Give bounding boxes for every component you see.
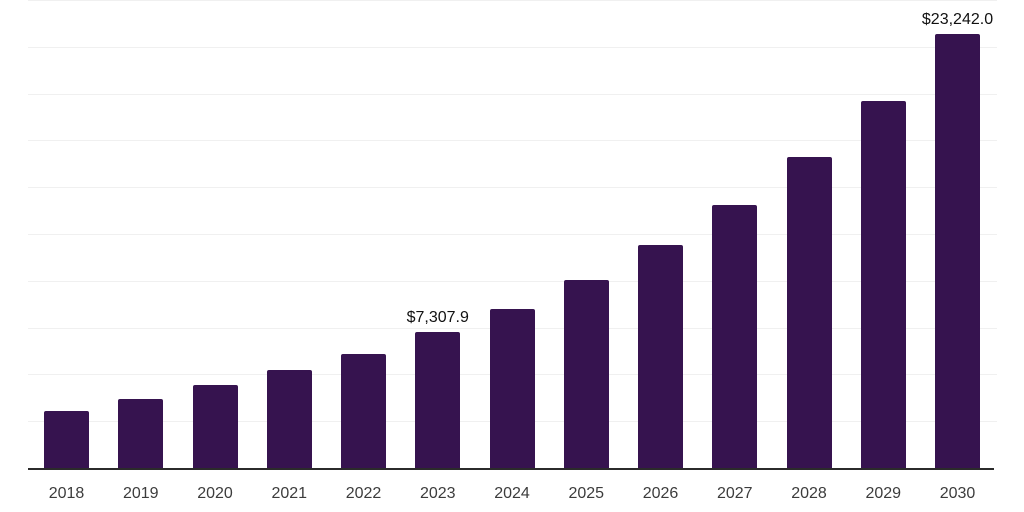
bar-value-label: $23,242.0 [921,10,994,28]
x-tick-label: 2027 [716,485,753,502]
bar-2022 [341,353,386,469]
x-tick-label: 2023 [419,485,456,502]
x-tick-label: 2020 [197,485,233,502]
bar-2019 [118,398,164,469]
x-tick-label: 2026 [642,485,679,502]
plot-area: $7,307.9 $23,242.0 [28,0,997,470]
bar-2029 [860,100,906,469]
x-axis-labels: 2018 2019 2020 2021 2022 2023 2024 2025 2026 2027… [28,484,997,504]
bar-2021 [266,370,312,469]
gridline [28,280,997,282]
x-tick-label: 2028 [791,485,827,502]
bar-2023 [415,332,461,469]
gridline [28,46,997,48]
bar-2030 [935,33,980,469]
x-tick-label: 2030 [939,485,976,502]
x-tick-label: 2018 [48,485,85,502]
x-tick-label: 2019 [122,485,159,502]
x-tick-label: 2029 [865,485,902,502]
gridline [28,93,997,95]
x-tick-label: 2025 [568,485,605,502]
bar-2027 [712,205,758,469]
bar-value-label: $7,307.9 [406,309,469,327]
gridline [28,234,997,235]
bar-2025 [563,279,609,469]
x-tick-label: 2021 [271,485,308,502]
gridline [28,140,997,142]
bar-2020 [192,385,238,469]
x-tick-label: 2022 [345,485,382,502]
bar-2024 [489,308,535,469]
bar-2028 [786,157,832,469]
gridline [28,0,997,1]
gridline [28,187,997,189]
bar-2018 [44,410,89,469]
x-tick-label: 2024 [494,485,530,502]
bar-2026 [638,245,683,469]
x-axis-line [28,468,994,470]
